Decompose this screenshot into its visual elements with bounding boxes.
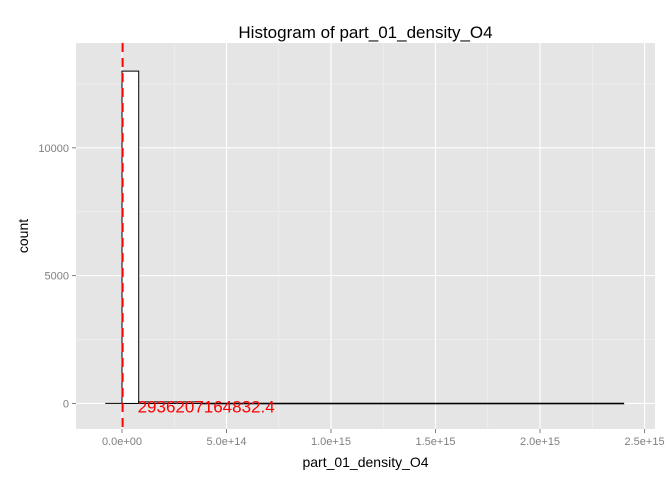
y-tick-label: 10000	[38, 143, 69, 155]
x-tick-label: 2.5e+15	[625, 436, 665, 448]
histogram-bars	[105, 70, 625, 405]
x-axis-ticks: 0.0e+00 5.0e+14 1.0e+15 1.5e+15 2.0e+15 2.5e+…	[102, 429, 665, 448]
x-tick-label: 2.0e+15	[520, 436, 560, 448]
y-axis-ticks: 0 5000 10000	[38, 143, 76, 410]
y-tick-label: 5000	[45, 271, 69, 283]
x-tick-label: 1.0e+15	[311, 436, 351, 448]
reference-line-group: 2936207164832.4	[121, 43, 275, 429]
y-tick-label: 0	[63, 398, 69, 410]
x-tick-label: 1.5e+15	[415, 436, 455, 448]
chart-title: Histogram of part_01_density_O4	[238, 23, 492, 42]
histogram-bar	[121, 70, 140, 404]
grid-minor	[76, 43, 655, 429]
y-axis-title: count	[15, 219, 31, 253]
histogram-bar	[200, 402, 625, 405]
x-tick-label: 5.0e+14	[206, 436, 246, 448]
x-tick-label: 0.0e+00	[102, 436, 142, 448]
histogram-bar	[138, 401, 202, 404]
plot-panel	[76, 43, 655, 429]
x-axis-title: part_01_density_O4	[302, 454, 428, 470]
reference-line-label: 2936207164832.4	[138, 397, 275, 416]
